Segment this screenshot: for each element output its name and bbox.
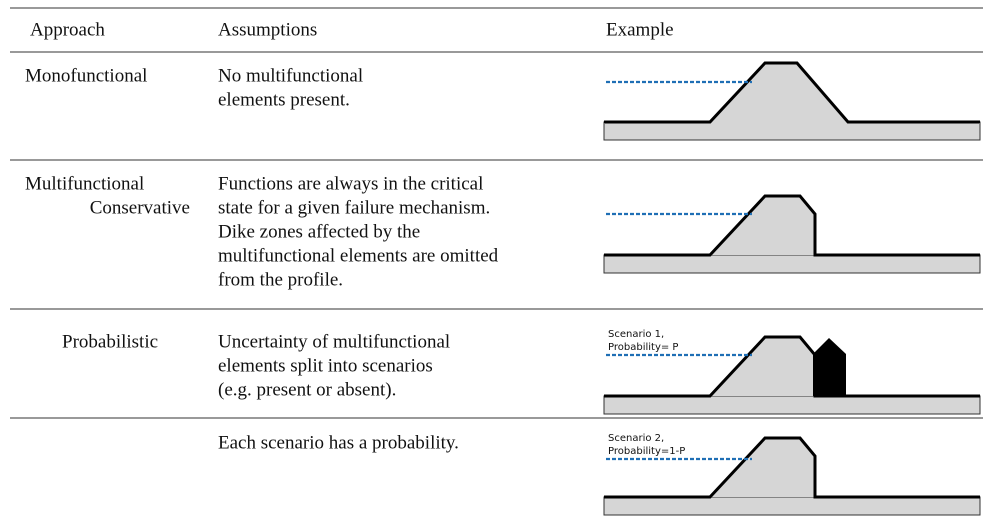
- dike-diagram: [603, 194, 981, 274]
- dike-diagram: [603, 335, 981, 415]
- assumption: Uncertainty of multifunctional: [218, 331, 450, 352]
- header: Approach: [30, 19, 105, 40]
- assumption: multifunctional elements are omitted: [218, 245, 499, 266]
- dike-diagram: [603, 61, 981, 141]
- assumption: Functions are always in the critical: [218, 173, 483, 194]
- approach: Probabilistic: [62, 331, 158, 352]
- assumption: No multifunctional: [218, 65, 363, 86]
- scenario-label: Probability=1-P: [608, 446, 685, 457]
- assumption: (e.g. present or absent).: [218, 379, 396, 400]
- header: Example: [606, 19, 674, 40]
- assumption: Dike zones affected by the: [218, 221, 420, 242]
- assumption: state for a given failure mechanism.: [218, 197, 490, 218]
- assumption: elements present.: [218, 89, 350, 110]
- scenario-label: Scenario 1,: [608, 329, 664, 340]
- scenario-label: Scenario 2,: [608, 433, 664, 444]
- assumption: elements split into scenarios: [218, 355, 433, 376]
- dike-diagram: [603, 436, 981, 516]
- assumption: Each scenario has a probability.: [218, 432, 459, 453]
- approach: Multifunctional: [25, 173, 144, 194]
- header: Assumptions: [218, 19, 317, 40]
- assumption: from the profile.: [218, 269, 343, 290]
- scenario-label: Probability= P: [608, 342, 678, 353]
- approach: Conservative: [90, 197, 190, 218]
- approach: Monofunctional: [25, 65, 147, 86]
